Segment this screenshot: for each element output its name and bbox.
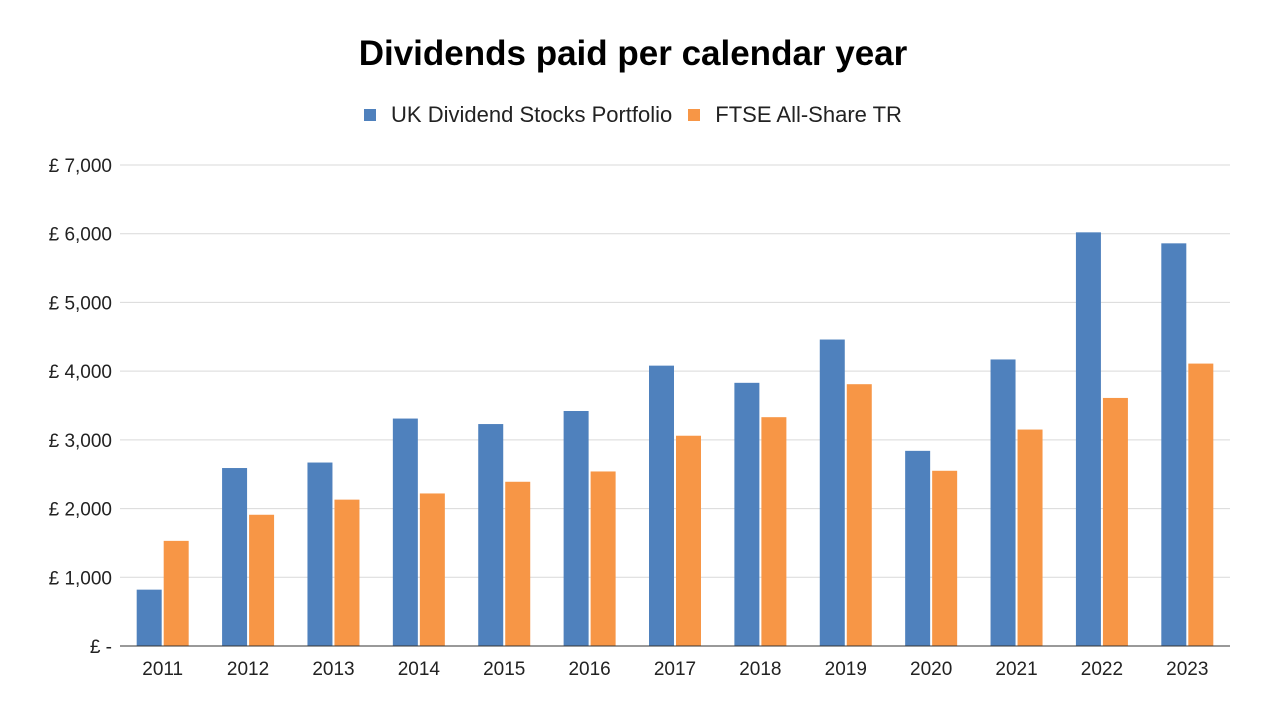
y-tick-label: £ 6,000 — [49, 225, 112, 246]
bar-ftse-2019 — [846, 384, 872, 646]
bar-portfolio-2014 — [392, 418, 418, 646]
x-tick-label: 2013 — [312, 659, 354, 680]
bar-ftse-2021 — [1017, 429, 1043, 646]
bar-ftse-2018 — [761, 417, 787, 646]
x-tick-label: 2011 — [142, 659, 183, 680]
y-tick-label: £ 3,000 — [49, 431, 112, 452]
y-tick-label: £ 7,000 — [49, 156, 112, 177]
bar-portfolio-2023 — [1161, 243, 1187, 646]
legend: UK Dividend Stocks Portfolio FTSE All-Sh… — [0, 102, 1266, 128]
chart-title: Dividends paid per calendar year — [358, 34, 908, 73]
bar-portfolio-2018 — [734, 382, 760, 646]
legend-label-ftse: FTSE All-Share TR — [715, 102, 902, 127]
bar-ftse-2011 — [163, 540, 189, 646]
bar-ftse-2022 — [1102, 397, 1128, 646]
bar-portfolio-2011 — [136, 589, 162, 646]
bar-ftse-2017 — [676, 435, 701, 646]
bar-portfolio-2020 — [905, 450, 931, 646]
y-tick-label: £ 5,000 — [49, 293, 112, 314]
bar-ftse-2020 — [932, 470, 958, 646]
x-tick-label: 2018 — [739, 659, 781, 680]
bar-portfolio-2017 — [649, 365, 674, 646]
y-tick-label: £ - — [90, 637, 112, 658]
x-tick-label: 2015 — [483, 659, 525, 680]
legend-label-portfolio: UK Dividend Stocks Portfolio — [391, 102, 673, 127]
x-tick-label: 2014 — [398, 659, 441, 680]
bar-ftse-2016 — [590, 471, 616, 646]
bar-ftse-2023 — [1188, 363, 1214, 646]
bar-portfolio-2022 — [1075, 232, 1101, 646]
bar-portfolio-2016 — [563, 410, 589, 646]
y-tick-label: £ 2,000 — [49, 500, 112, 521]
legend-item-portfolio: UK Dividend Stocks Portfolio — [364, 102, 672, 128]
bar-portfolio-2015 — [478, 424, 504, 646]
y-tick-label: £ 4,000 — [49, 362, 112, 383]
bar-ftse-2014 — [419, 493, 445, 646]
x-tick-label: 2022 — [1081, 659, 1123, 680]
x-tick-label: 2021 — [995, 659, 1037, 680]
legend-item-ftse: FTSE All-Share TR — [688, 102, 902, 128]
x-tick-label: 2019 — [825, 659, 867, 680]
x-tick-label: 2017 — [654, 659, 696, 680]
x-tick-label: 2023 — [1166, 659, 1208, 680]
bar-ftse-2012 — [249, 514, 275, 646]
legend-swatch-ftse — [688, 109, 701, 121]
bar-portfolio-2019 — [819, 339, 845, 646]
y-tick-label: £ 1,000 — [49, 568, 112, 589]
bar-portfolio-2021 — [990, 359, 1016, 646]
x-tick-label: 2012 — [227, 659, 269, 680]
bar-portfolio-2013 — [307, 462, 333, 646]
x-tick-label: 2020 — [910, 659, 952, 680]
bar-portfolio-2012 — [222, 468, 248, 646]
bar-ftse-2013 — [334, 499, 360, 646]
bar-ftse-2015 — [505, 481, 531, 646]
legend-swatch-portfolio — [364, 109, 377, 121]
x-tick-label: 2016 — [568, 659, 610, 680]
